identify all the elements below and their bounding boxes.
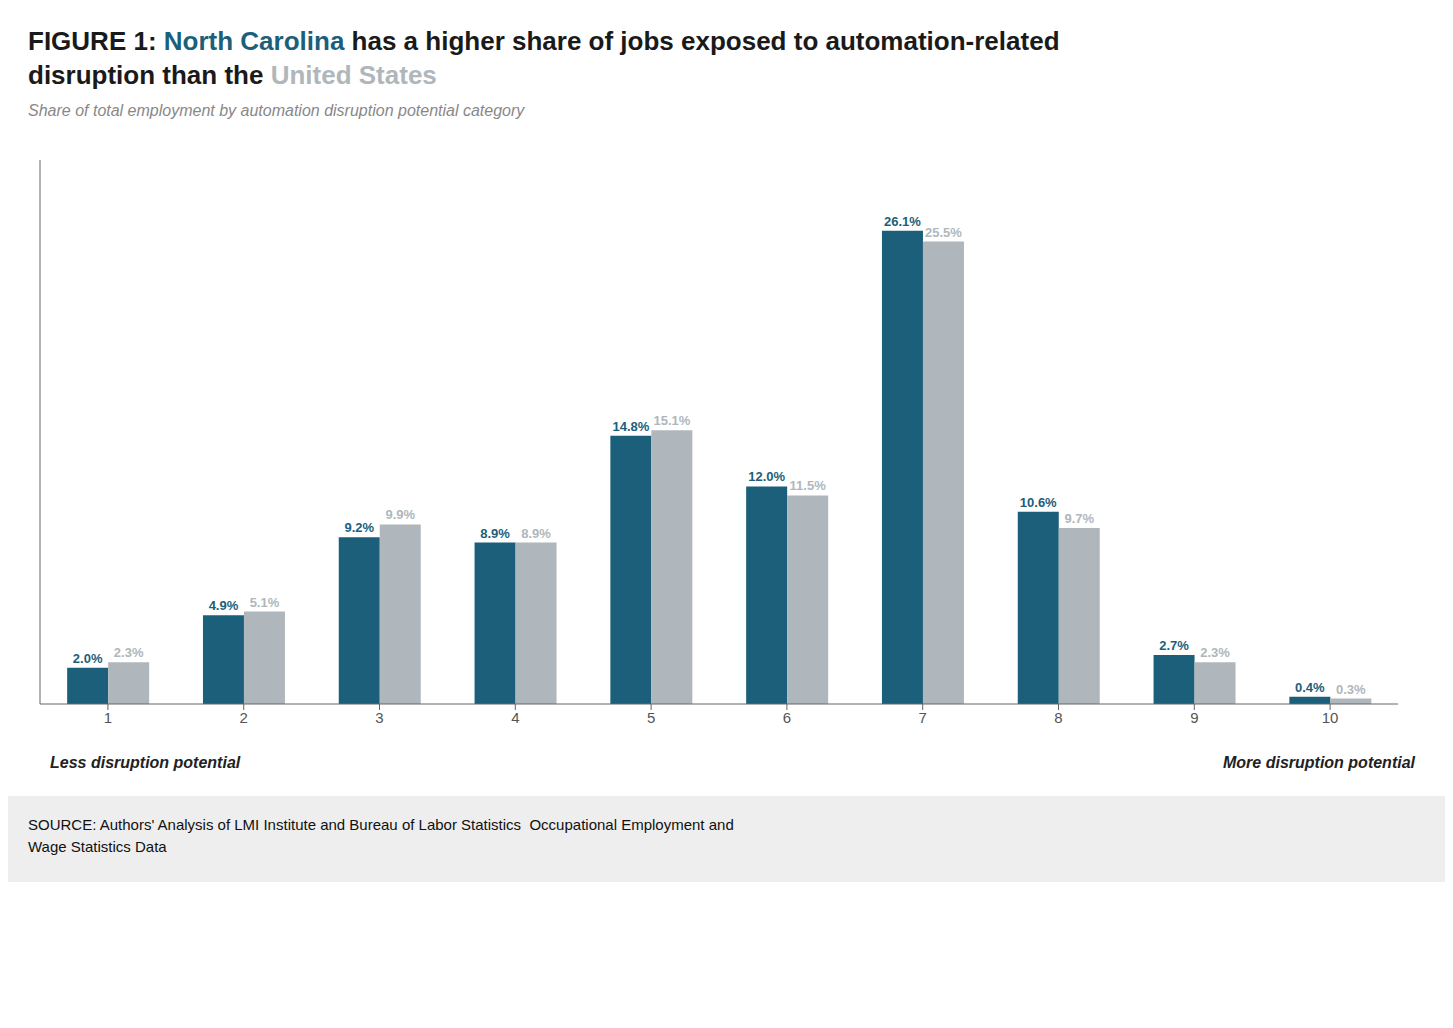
svg-text:3: 3 [375,709,383,726]
svg-text:5.1%: 5.1% [250,595,280,610]
html-text:SOURCE: Authors' Analysis of L: SOURCE: Authors' Analysis of LMI Institu… [28,816,734,855]
svg-text:10: 10 [1322,709,1339,726]
html-text:Share of total employment by a: Share of total employment by automation … [28,102,525,119]
html-text:FIGURE 1: North Carolina has a: FIGURE 1: North Carolina has a higher sh… [28,26,1060,56]
svg-text:10.6%: 10.6% [1020,495,1057,510]
svg-text:2.3%: 2.3% [114,645,144,660]
svg-text:5: 5 [647,709,655,726]
svg-text:4: 4 [511,709,519,726]
svg-text:2.7%: 2.7% [1159,638,1189,653]
html-text:disruption than the United Sta: disruption than the United States [28,60,437,90]
svg-text:2.3%: 2.3% [1200,645,1230,660]
svg-text:12.0%: 12.0% [748,469,785,484]
svg-text:9.2%: 9.2% [344,520,374,535]
svg-text:2: 2 [240,709,248,726]
svg-text:0.3%: 0.3% [1336,682,1366,697]
svg-text:8.9%: 8.9% [480,526,510,541]
svg-text:9.9%: 9.9% [385,507,415,522]
svg-text:26.1%: 26.1% [884,214,921,229]
svg-text:25.5%: 25.5% [925,225,962,240]
svg-text:9: 9 [1190,709,1198,726]
svg-text:15.1%: 15.1% [653,413,690,428]
svg-text:2.0%: 2.0% [73,651,103,666]
svg-text:1: 1 [104,709,112,726]
svg-text:4.9%: 4.9% [209,598,239,613]
svg-text:11.5%: 11.5% [790,478,827,493]
svg-text:7: 7 [919,709,927,726]
svg-text:14.8%: 14.8% [612,419,649,434]
html-text:Less disruption potential: Less disruption potential [50,754,241,771]
svg-text:8.9%: 8.9% [521,526,551,541]
svg-text:6: 6 [783,709,791,726]
svg-text:8: 8 [1054,709,1062,726]
html-text:More disruption potential: More disruption potential [1223,754,1415,771]
svg-text:0.4%: 0.4% [1295,680,1325,695]
svg-text:9.7%: 9.7% [1064,511,1094,526]
